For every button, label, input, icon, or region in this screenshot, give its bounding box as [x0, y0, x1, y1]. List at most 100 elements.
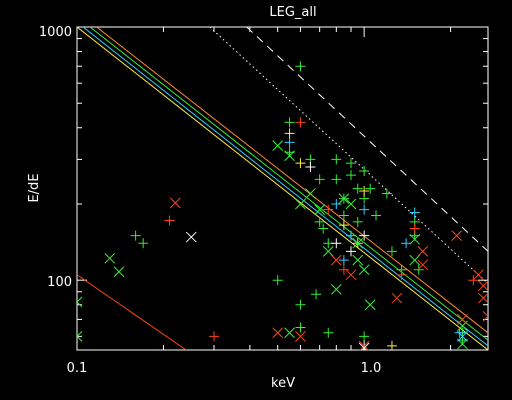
- chart-title: LEG_all: [269, 5, 316, 20]
- data-point-40: [338, 264, 349, 275]
- data-point-27: [386, 246, 397, 257]
- data-point-88: [345, 269, 357, 281]
- data-point-92: [451, 230, 463, 241]
- model-lines: [77, 27, 488, 350]
- data-point-18: [346, 170, 356, 181]
- data-point-23: [359, 331, 370, 342]
- data-point-31: [413, 264, 424, 275]
- data-point-19: [352, 183, 363, 194]
- data-point-79: [364, 299, 376, 311]
- data-point-94: [477, 280, 488, 292]
- data-point-64: [104, 252, 116, 264]
- model-line-2: [82, 27, 488, 347]
- data-point-66: [272, 140, 284, 151]
- y-axis-label: E/dE: [27, 173, 42, 202]
- data-point-48: [359, 204, 370, 215]
- data-point-38: [295, 117, 306, 128]
- data-point-95: [477, 292, 488, 304]
- data-point-59: [331, 238, 342, 249]
- data-point-3: [284, 117, 295, 128]
- data-point-57: [386, 340, 397, 350]
- data-point-5: [295, 61, 306, 72]
- data-point-43: [468, 275, 479, 286]
- data-point-75: [345, 198, 357, 210]
- data-point-80: [409, 233, 421, 245]
- data-point-12: [323, 327, 334, 338]
- data-point-16: [338, 210, 349, 221]
- data-point-56: [359, 186, 370, 197]
- data-point-84: [169, 197, 181, 209]
- data-point-72: [322, 245, 334, 257]
- data-point-58: [305, 161, 316, 172]
- x-axis-label: keV: [271, 376, 295, 391]
- data-point-63: [77, 331, 83, 342]
- data-point-52: [284, 128, 295, 139]
- data-point-25: [371, 210, 382, 221]
- data-point-44: [284, 137, 295, 148]
- data-point-97: [358, 340, 370, 350]
- data-point-9: [314, 216, 325, 227]
- data-point-85: [272, 327, 284, 339]
- y-tick-label-1: 1000: [39, 25, 72, 40]
- x-tick-label-1: 1.0: [361, 361, 382, 376]
- data-point-1: [138, 238, 149, 249]
- axis-ticks: [76, 26, 488, 350]
- model-line-0: [77, 274, 187, 350]
- data-point-8: [314, 174, 325, 185]
- data-point-68: [284, 327, 295, 339]
- y-tick-label-0: 100: [47, 275, 72, 290]
- data-point-96: [482, 310, 488, 322]
- data-point-100: [358, 342, 370, 350]
- data-point-39: [323, 204, 334, 215]
- data-point-93: [473, 269, 484, 281]
- data-point-74: [338, 193, 350, 204]
- data-point-70: [305, 188, 316, 199]
- data-point-13: [331, 154, 342, 165]
- x-tick-label-0: 0.1: [67, 361, 88, 376]
- data-point-76: [352, 237, 364, 249]
- data-point-20: [352, 216, 363, 227]
- model-line-3: [89, 27, 488, 341]
- data-point-6: [295, 299, 306, 310]
- data-point-21: [359, 165, 370, 176]
- data-point-65: [113, 266, 125, 278]
- data-point-47: [346, 230, 356, 241]
- model-line-5: [209, 27, 488, 284]
- model-line-4: [96, 27, 488, 334]
- data-point-73: [330, 284, 342, 295]
- data-point-10: [318, 223, 329, 234]
- data-point-0: [130, 230, 141, 241]
- data-point-78: [358, 264, 370, 276]
- data-point-69: [295, 198, 306, 210]
- data-point-46: [338, 255, 349, 266]
- data-point-89: [391, 292, 403, 304]
- data-point-98: [457, 314, 468, 325]
- data-point-50: [409, 207, 420, 218]
- data-point-45: [331, 198, 342, 209]
- data-point-34: [295, 322, 306, 333]
- data-point-36: [164, 215, 175, 226]
- data-point-26: [381, 188, 392, 199]
- data-points: [77, 61, 488, 350]
- data-point-24: [365, 183, 376, 194]
- plot-frame: [76, 26, 489, 351]
- data-point-61: [359, 230, 370, 241]
- data-point-87: [330, 254, 342, 266]
- data-point-53: [295, 158, 306, 169]
- data-point-83: [457, 338, 468, 350]
- data-point-49: [401, 238, 412, 249]
- data-point-67: [284, 150, 295, 162]
- data-point-81: [409, 254, 421, 266]
- data-point-91: [417, 259, 429, 271]
- data-point-99: [185, 231, 197, 243]
- data-point-71: [314, 204, 326, 215]
- data-point-17: [346, 158, 356, 169]
- data-point-60: [346, 246, 356, 257]
- model-line-6: [246, 27, 488, 252]
- data-point-62: [77, 296, 83, 308]
- data-point-35: [311, 289, 322, 300]
- data-point-2: [272, 275, 283, 286]
- data-point-90: [417, 245, 429, 257]
- data-point-41: [396, 269, 407, 280]
